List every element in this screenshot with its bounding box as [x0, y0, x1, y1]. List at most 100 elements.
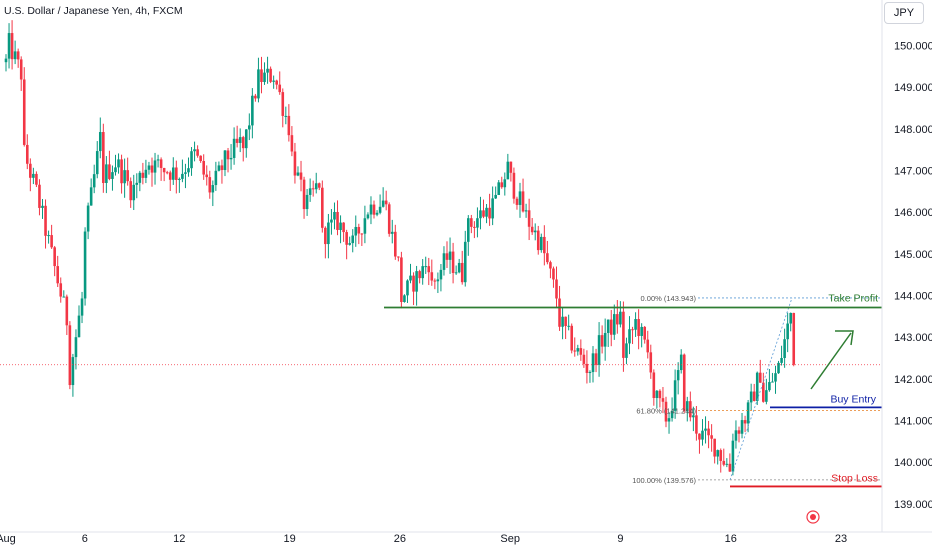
candle-body [302, 179, 306, 210]
candle-body [102, 132, 105, 183]
candle-body [667, 418, 671, 422]
candle-body [7, 33, 11, 59]
candle-body [223, 150, 227, 171]
candle-body [80, 298, 84, 316]
candle-body [175, 167, 178, 180]
candle-body [588, 372, 592, 374]
x-tick-label: Sep [500, 533, 520, 545]
candle-body [345, 232, 348, 245]
candle-body [521, 191, 525, 212]
candle-body [150, 165, 154, 173]
candle-body [138, 172, 142, 183]
candle-body [564, 316, 567, 327]
candle-body [397, 256, 400, 258]
candle-body [44, 205, 47, 236]
candle-body [558, 298, 561, 327]
candle-body [710, 435, 713, 439]
candle-body [162, 167, 166, 173]
candle-body [4, 58, 8, 63]
candle-body [479, 210, 482, 219]
candle-body [527, 210, 531, 227]
candle-body [646, 339, 650, 353]
candle-body [254, 95, 257, 99]
candle-body [71, 357, 75, 386]
candle-body [628, 329, 631, 344]
candle-body [509, 161, 513, 173]
candle-body [746, 402, 750, 424]
candle-body [135, 182, 139, 185]
candle-body [208, 177, 212, 193]
candle-body [749, 391, 753, 403]
candle-body [108, 164, 111, 179]
candle-body [77, 315, 81, 338]
candle-body [445, 253, 449, 260]
candle-body [284, 115, 288, 117]
candle-body [299, 172, 303, 180]
candle-body [327, 222, 330, 245]
candle-body [673, 380, 677, 411]
candle-body [263, 72, 266, 82]
candle-body [272, 80, 275, 82]
y-tick-label: 145.000 [894, 249, 932, 261]
candle-body [211, 185, 215, 193]
candles [4, 20, 796, 476]
candle-body [321, 187, 324, 228]
candle-body [771, 381, 774, 383]
x-tick-label: Aug [0, 533, 16, 545]
candle-body [506, 161, 510, 180]
candle-body [655, 390, 659, 399]
candle-body [293, 151, 297, 176]
candle-body [403, 295, 406, 303]
candle-body [32, 173, 35, 178]
candle-body [786, 323, 789, 340]
candle-body [241, 137, 245, 149]
candle-body [427, 266, 431, 273]
candle-body [552, 268, 555, 280]
candle-body [439, 269, 443, 280]
candle-body [457, 262, 461, 273]
candle-body [555, 279, 558, 299]
candle-body [244, 129, 248, 149]
candle-body [406, 280, 409, 296]
candle-body [765, 390, 768, 402]
candle-body [503, 179, 507, 188]
candle-body [612, 314, 616, 335]
candle-body [29, 163, 32, 178]
candle-body [305, 194, 309, 210]
candle-body [287, 115, 291, 136]
candle-body [543, 236, 546, 254]
currency-button[interactable]: JPY [884, 2, 924, 24]
candle-body [59, 283, 63, 297]
candle-body [220, 165, 224, 171]
candle-body [308, 188, 312, 195]
candle-body [415, 271, 418, 292]
candle-body [92, 174, 96, 188]
candle-body [515, 198, 519, 205]
candle-body [576, 348, 580, 352]
candle-body [609, 319, 613, 335]
candle-body [278, 84, 282, 93]
candle-body [314, 183, 318, 190]
candle-body [290, 135, 294, 152]
y-tick-label: 142.000 [894, 374, 932, 386]
candle-body [792, 312, 796, 365]
candle-body [363, 218, 367, 234]
symbol-title: U.S. Dollar / Japanese Yen, 4h, FXCM [4, 5, 183, 17]
y-tick-label: 140.000 [894, 457, 932, 469]
candle-body [35, 173, 38, 185]
candle-body [184, 172, 187, 174]
candle-body [561, 316, 564, 327]
candle-body [375, 212, 379, 215]
candle-body [311, 188, 315, 190]
candle-body [731, 440, 735, 472]
candle-body [339, 222, 342, 230]
candle-body [433, 280, 437, 282]
candle-body [670, 410, 674, 419]
candle-body [619, 311, 622, 325]
candle-body [248, 125, 251, 130]
candle-body [168, 172, 172, 180]
candle-body [467, 218, 470, 242]
x-tick-label: 9 [617, 533, 623, 545]
candle-body [83, 231, 87, 299]
